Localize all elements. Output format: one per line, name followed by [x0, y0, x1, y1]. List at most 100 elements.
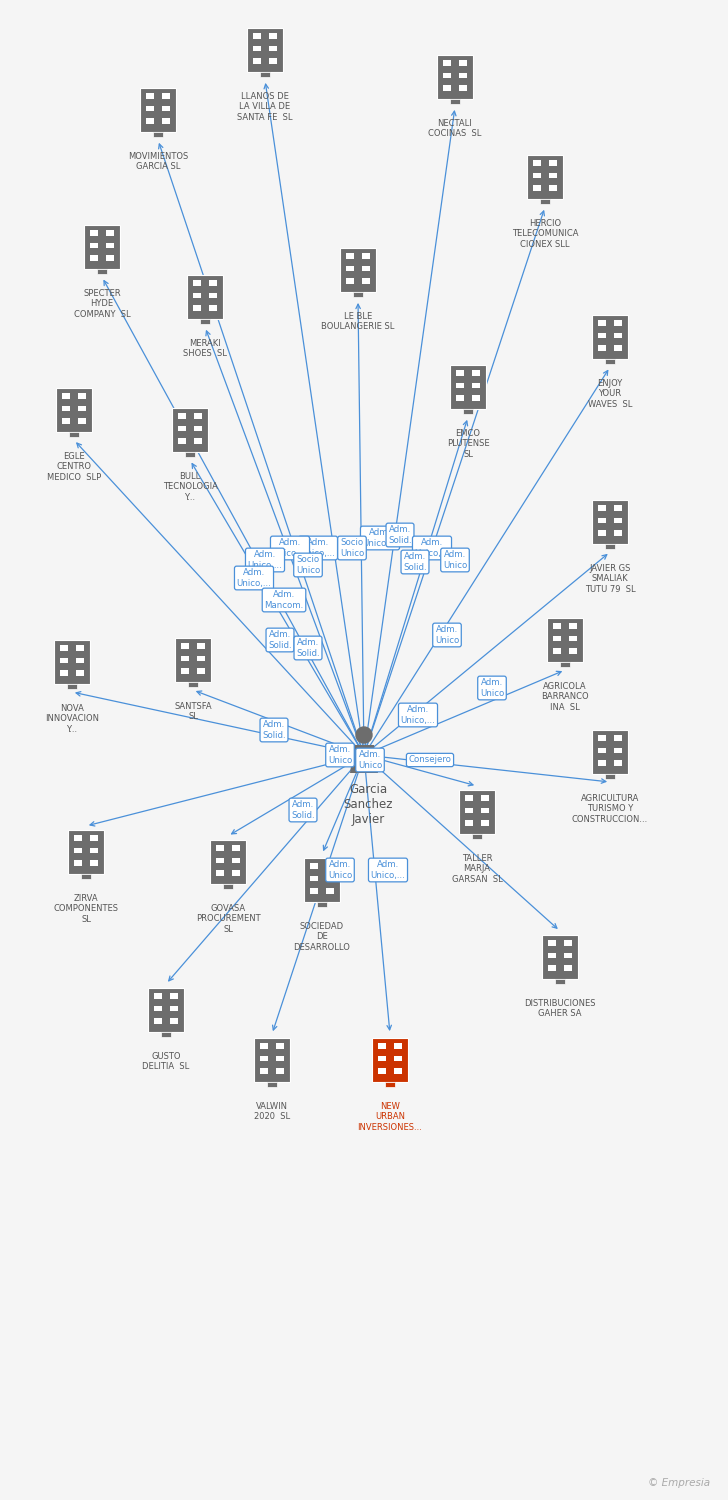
Text: Consejero: Consejero [408, 756, 451, 765]
Bar [232, 870, 240, 876]
Bar [379, 1068, 386, 1074]
Bar [194, 280, 201, 286]
Bar [614, 333, 622, 339]
Bar [459, 60, 467, 66]
Bar [564, 940, 571, 946]
Bar [178, 414, 186, 419]
Bar [162, 93, 170, 99]
Bar [54, 640, 90, 684]
Text: Adm.
Unico: Adm. Unico [358, 750, 382, 770]
Bar [564, 952, 571, 958]
Bar [277, 1056, 283, 1062]
Bar [188, 682, 198, 687]
Bar [385, 1082, 395, 1088]
Bar [194, 414, 202, 419]
Bar [347, 266, 354, 272]
Bar [534, 184, 541, 190]
Bar [527, 154, 563, 200]
Bar [598, 735, 606, 741]
Bar [261, 1044, 268, 1048]
Bar [443, 86, 451, 90]
Bar [534, 160, 541, 166]
Bar [254, 1038, 290, 1082]
Text: BULL
TECNOLOGIA
Y...: BULL TECNOLOGIA Y... [162, 472, 218, 502]
Bar [443, 60, 451, 66]
Bar [548, 940, 555, 946]
Text: Adm.
Unico: Adm. Unico [435, 626, 459, 645]
Bar [194, 304, 201, 310]
Text: AGRICULTURA
TURISMO Y
CONSTRUCCION...: AGRICULTURA TURISMO Y CONSTRUCCION... [572, 794, 648, 824]
Bar [181, 656, 189, 662]
Bar [68, 830, 104, 874]
Bar [614, 735, 622, 741]
Bar [106, 231, 114, 236]
Bar [560, 662, 570, 668]
Bar [548, 952, 555, 958]
Text: Adm.
Unico: Adm. Unico [480, 678, 504, 698]
Bar [67, 684, 77, 690]
Text: Adm.
Unico,...: Adm. Unico,... [237, 568, 272, 588]
Bar [90, 231, 98, 236]
Bar [472, 834, 482, 840]
Text: TALLER
MARJA
GARSAN  SL: TALLER MARJA GARSAN SL [451, 853, 502, 883]
Bar [534, 172, 541, 178]
Bar [172, 408, 208, 452]
Text: Adm.
Unico,...: Adm. Unico,... [248, 550, 282, 570]
Bar [456, 382, 464, 388]
Bar [598, 506, 606, 512]
Bar [178, 438, 186, 444]
Bar [210, 304, 216, 310]
Bar [261, 1068, 268, 1074]
Text: LLANOS DE
LA VILLA DE
SANTA FE  SL: LLANOS DE LA VILLA DE SANTA FE SL [237, 92, 293, 122]
Text: Adm.
Unico: Adm. Unico [443, 550, 467, 570]
Bar [194, 292, 201, 298]
Bar [605, 544, 615, 549]
Text: Adm.
Unico: Adm. Unico [328, 861, 352, 879]
Bar [310, 864, 317, 868]
Text: Adm.
Solid.: Adm. Solid. [291, 801, 314, 819]
Bar [154, 1019, 162, 1023]
Bar [548, 964, 555, 970]
Bar [162, 105, 170, 111]
Bar [146, 93, 154, 99]
Bar [459, 790, 495, 834]
Text: Adm.
Solid.: Adm. Solid. [403, 552, 427, 572]
Text: © Empresia: © Empresia [648, 1478, 710, 1488]
Bar [69, 432, 79, 438]
Bar [178, 426, 186, 432]
Bar [363, 278, 370, 284]
Bar [60, 670, 68, 675]
Bar [216, 870, 223, 876]
Bar [395, 1068, 402, 1074]
Bar [90, 243, 98, 249]
Bar [450, 99, 460, 105]
Bar [553, 636, 561, 642]
Circle shape [356, 728, 372, 742]
Bar [90, 847, 98, 853]
Bar [232, 846, 240, 850]
Bar [267, 1082, 277, 1088]
Bar [197, 668, 205, 674]
Bar [614, 518, 622, 524]
Bar [614, 506, 622, 512]
Bar [146, 105, 154, 111]
Text: VALWIN
2020  SL: VALWIN 2020 SL [254, 1102, 290, 1122]
Text: GOVASA
PROCUREMENT
SL: GOVASA PROCUREMENT SL [196, 904, 261, 934]
Bar [148, 988, 184, 1032]
Bar [569, 624, 577, 628]
Bar [60, 645, 68, 651]
Text: Adm.
Unico,...: Adm. Unico,... [400, 705, 435, 724]
Bar [614, 760, 622, 765]
Text: Adm.
Unico: Adm. Unico [328, 746, 352, 765]
Bar [56, 388, 92, 432]
Text: EMCO
PLUTENSE
SL: EMCO PLUTENSE SL [447, 429, 489, 459]
Bar [569, 648, 577, 654]
Bar [154, 993, 162, 999]
Text: Adm.
Unico,...: Adm. Unico,... [371, 861, 405, 879]
Bar [326, 876, 333, 882]
Bar [326, 864, 333, 868]
Bar [269, 45, 277, 51]
Text: Adm.
Unico,...: Adm. Unico,... [415, 538, 449, 558]
Bar [459, 86, 467, 90]
Text: NOVA
INNOVACION
Y...: NOVA INNOVACION Y... [45, 704, 99, 734]
